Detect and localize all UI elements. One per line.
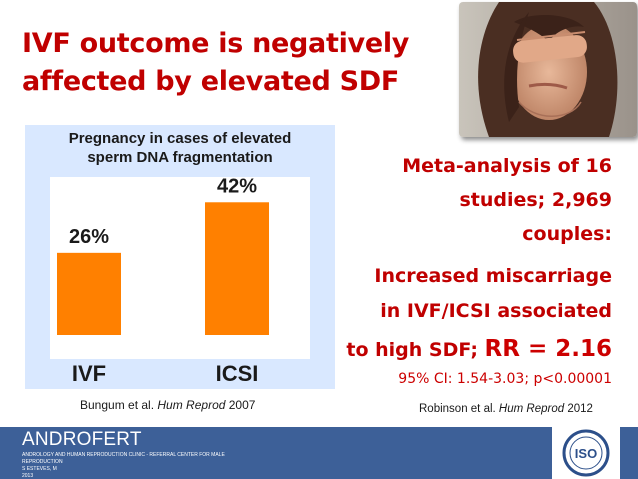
citation-robinson-year: 2012 bbox=[564, 403, 593, 415]
footer-subtitle-line-3: 2013 bbox=[22, 473, 34, 479]
citation-bungum: Bungum et al. Hum Reprod 2007 bbox=[80, 398, 255, 412]
citation-robinson-journal: Hum Reprod bbox=[498, 403, 565, 415]
photo-illustration bbox=[459, 2, 637, 137]
meta-line-6: to high SDF; RR = 2.16 bbox=[346, 336, 612, 362]
value-label-ivf: 26% bbox=[69, 226, 109, 248]
meta-line-1: Meta-analysis of 16 bbox=[402, 155, 612, 177]
meta-line-4: Increased miscarriage bbox=[374, 265, 612, 287]
distressed-woman-photo bbox=[459, 2, 637, 137]
citation-bungum-year: 2007 bbox=[225, 398, 256, 412]
bar-chart: 26% IVF 42% ICSI bbox=[50, 175, 310, 386]
meta-line-6-prefix: to high SDF; bbox=[346, 339, 485, 361]
chart-panel: Pregnancy in cases of elevated sperm DNA… bbox=[25, 125, 335, 389]
iso-label: ISO bbox=[575, 446, 597, 461]
meta-line-5: in IVF/ICSI associated bbox=[380, 300, 612, 322]
category-label-ivf: IVF bbox=[72, 361, 106, 386]
bar-icsi bbox=[205, 202, 269, 335]
citation-robinson-authors: Robinson et al. bbox=[419, 403, 499, 415]
value-label-icsi: 42% bbox=[217, 175, 257, 197]
footer-subtitle: ANDROLOGY AND HUMAN REPRODUCTION CLINIC … bbox=[22, 452, 262, 479]
bar-ivf bbox=[57, 252, 121, 335]
citation-robinson: Robinson et al. Hum Reprod 2012 bbox=[419, 403, 593, 415]
iso-certification-logo: ISO bbox=[552, 427, 620, 479]
confidence-interval: 95% CI: 1.54-3.03; p<0.00001 bbox=[398, 371, 612, 387]
footer-subtitle-line-2: S ESTEVES, M bbox=[22, 466, 57, 472]
footer-subtitle-line-1: ANDROLOGY AND HUMAN REPRODUCTION CLINIC … bbox=[22, 452, 225, 465]
category-label-icsi: ICSI bbox=[216, 361, 259, 386]
footer-bar bbox=[0, 427, 638, 479]
relative-risk-value: RR = 2.16 bbox=[484, 336, 612, 362]
iso-seal-icon: ISO bbox=[562, 429, 610, 477]
meta-line-2: studies; 2,969 bbox=[459, 189, 612, 211]
chart-title-line-2: sperm DNA fragmentation bbox=[87, 149, 273, 166]
slide-title-line-2: affected by elevated SDF bbox=[22, 66, 400, 97]
citation-bungum-journal: Hum Reprod bbox=[157, 398, 226, 412]
chart-title: Pregnancy in cases of elevated sperm DNA… bbox=[25, 129, 335, 167]
meta-line-3: couples: bbox=[522, 223, 612, 245]
footer-brand: ANDROFERT bbox=[22, 429, 142, 450]
slide-title-line-1: IVF outcome is negatively bbox=[22, 28, 410, 59]
chart-title-line-1: Pregnancy in cases of elevated bbox=[68, 130, 292, 147]
citation-bungum-authors: Bungum et al. bbox=[80, 398, 158, 412]
